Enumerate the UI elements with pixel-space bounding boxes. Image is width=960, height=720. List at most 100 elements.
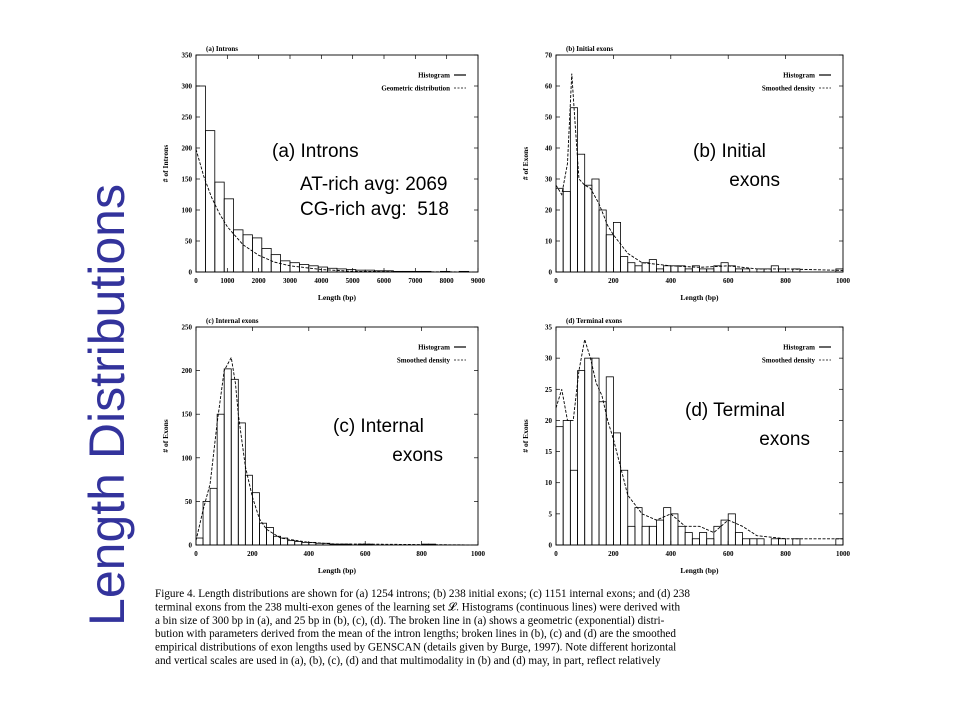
y-tick-label: 250 xyxy=(182,114,193,122)
x-axis-label: Length (bp) xyxy=(680,566,719,575)
plot-frame xyxy=(195,326,479,546)
y-tick-label: 70 xyxy=(545,52,553,60)
legend-label: Smoothed density xyxy=(397,357,451,365)
x-tick-label: 0 xyxy=(194,277,198,285)
x-tick-label: 1000 xyxy=(836,277,851,285)
x-tick-label: 7000 xyxy=(408,277,423,285)
x-tick-label: 600 xyxy=(723,277,734,285)
y-tick-label: 0 xyxy=(189,269,193,277)
legend-label: Histogram xyxy=(783,72,815,80)
caption-line: Figure 4. Length distributions are shown… xyxy=(155,588,690,600)
y-tick-label: 50 xyxy=(185,238,193,246)
caption-line: bution with parameters derived from the … xyxy=(155,628,676,640)
x-tick-label: 4000 xyxy=(314,277,329,285)
x-tick-label: 1000 xyxy=(471,550,486,558)
annotation: exons xyxy=(392,445,443,466)
legend-label: Histogram xyxy=(418,344,450,352)
annotation: exons xyxy=(759,429,810,450)
y-axis-label: # of Exons xyxy=(521,147,530,180)
x-tick-label: 400 xyxy=(304,550,315,558)
y-tick-label: 10 xyxy=(545,479,553,487)
x-axis-label: Length (bp) xyxy=(318,293,357,302)
panel: (d) Terminal exons Length (bp) # of Exons 0… xyxy=(521,317,851,575)
legend-label: Smoothed density xyxy=(762,357,816,365)
plot-frame xyxy=(555,54,844,273)
annotation: (d) Terminal xyxy=(685,400,785,421)
x-tick-label: 200 xyxy=(247,550,258,558)
y-tick-label: 0 xyxy=(549,269,553,277)
x-tick-label: 6000 xyxy=(377,277,392,285)
y-tick-label: 100 xyxy=(182,207,193,215)
annotation: exons xyxy=(729,170,780,191)
panel-title: (a) Introns xyxy=(206,45,238,53)
x-tick-label: 0 xyxy=(554,550,558,558)
x-tick-label: 400 xyxy=(666,550,677,558)
annotation: AT-rich avg: 2069 xyxy=(300,174,448,195)
density-line xyxy=(195,149,479,273)
y-tick-label: 150 xyxy=(182,176,193,184)
x-tick-label: 0 xyxy=(194,550,198,558)
x-axis-label: Length (bp) xyxy=(680,293,719,302)
annotation: CG-rich avg: 518 xyxy=(300,199,449,220)
annotation: (b) Initial xyxy=(693,141,766,162)
x-tick-label: 800 xyxy=(780,550,791,558)
x-tick-label: 600 xyxy=(723,550,734,558)
y-tick-label: 100 xyxy=(182,454,193,462)
legend-label: Histogram xyxy=(783,344,815,352)
legend-label: Smoothed density xyxy=(762,85,816,93)
x-axis-label: Length (bp) xyxy=(318,566,357,575)
x-tick-label: 2000 xyxy=(252,277,267,285)
panel-title: (d) Terminal exons xyxy=(566,317,622,325)
y-tick-label: 200 xyxy=(182,145,193,153)
plot-frame xyxy=(195,54,479,273)
y-tick-label: 50 xyxy=(545,114,553,122)
x-tick-label: 0 xyxy=(554,277,558,285)
caption-line: a bin size of 300 bp in (a), and 25 bp i… xyxy=(155,615,665,627)
legend-label: Histogram xyxy=(418,72,450,80)
panel: (b) Initial exons Length (bp) # of Exons 0 1… xyxy=(521,45,851,302)
y-tick-label: 5 xyxy=(549,510,553,518)
y-tick-label: 300 xyxy=(182,83,193,91)
density-line xyxy=(555,73,844,271)
density-line xyxy=(195,356,479,546)
y-axis-label: # of Exons xyxy=(161,419,170,452)
y-axis-label: # of Exons xyxy=(521,419,530,452)
caption-line: terminal exons from the 238 multi-exon g… xyxy=(155,600,681,613)
panel: (c) Internal exons Length (bp) # of Exons 0… xyxy=(161,317,486,575)
x-tick-label: 1000 xyxy=(836,550,851,558)
y-tick-label: 40 xyxy=(545,145,553,153)
x-tick-label: 5000 xyxy=(346,277,361,285)
density-line xyxy=(555,339,843,540)
y-tick-label: 350 xyxy=(182,52,193,60)
y-tick-label: 35 xyxy=(545,324,553,332)
x-tick-label: 600 xyxy=(360,550,371,558)
caption-line: empirical distributions of exon lengths … xyxy=(155,642,676,654)
x-tick-label: 200 xyxy=(608,277,619,285)
annotation: (c) Internal xyxy=(333,416,424,437)
y-tick-label: 60 xyxy=(545,83,553,91)
y-tick-label: 20 xyxy=(545,417,553,425)
x-tick-label: 1000 xyxy=(220,277,235,285)
y-tick-label: 200 xyxy=(182,367,193,375)
x-tick-label: 9000 xyxy=(471,277,486,285)
legend-label: Geometric distribution xyxy=(381,85,450,93)
plot-frame xyxy=(555,326,844,546)
x-tick-label: 3000 xyxy=(283,277,298,285)
y-tick-label: 30 xyxy=(545,176,553,184)
y-tick-label: 10 xyxy=(545,238,553,246)
x-tick-label: 800 xyxy=(780,277,791,285)
y-tick-label: 30 xyxy=(545,355,553,363)
slide-title: Length Distributions xyxy=(79,184,135,626)
y-tick-label: 50 xyxy=(185,498,193,506)
x-tick-label: 200 xyxy=(608,550,619,558)
x-tick-label: 400 xyxy=(666,277,677,285)
y-axis-label: # of Introns xyxy=(161,145,170,182)
y-tick-label: 0 xyxy=(549,542,553,550)
y-tick-label: 0 xyxy=(189,542,193,550)
y-tick-label: 250 xyxy=(182,324,193,332)
panel-title: (b) Initial exons xyxy=(566,45,613,53)
caption-line: and vertical scales are used in (a), (b)… xyxy=(155,655,661,667)
x-tick-label: 800 xyxy=(416,550,427,558)
